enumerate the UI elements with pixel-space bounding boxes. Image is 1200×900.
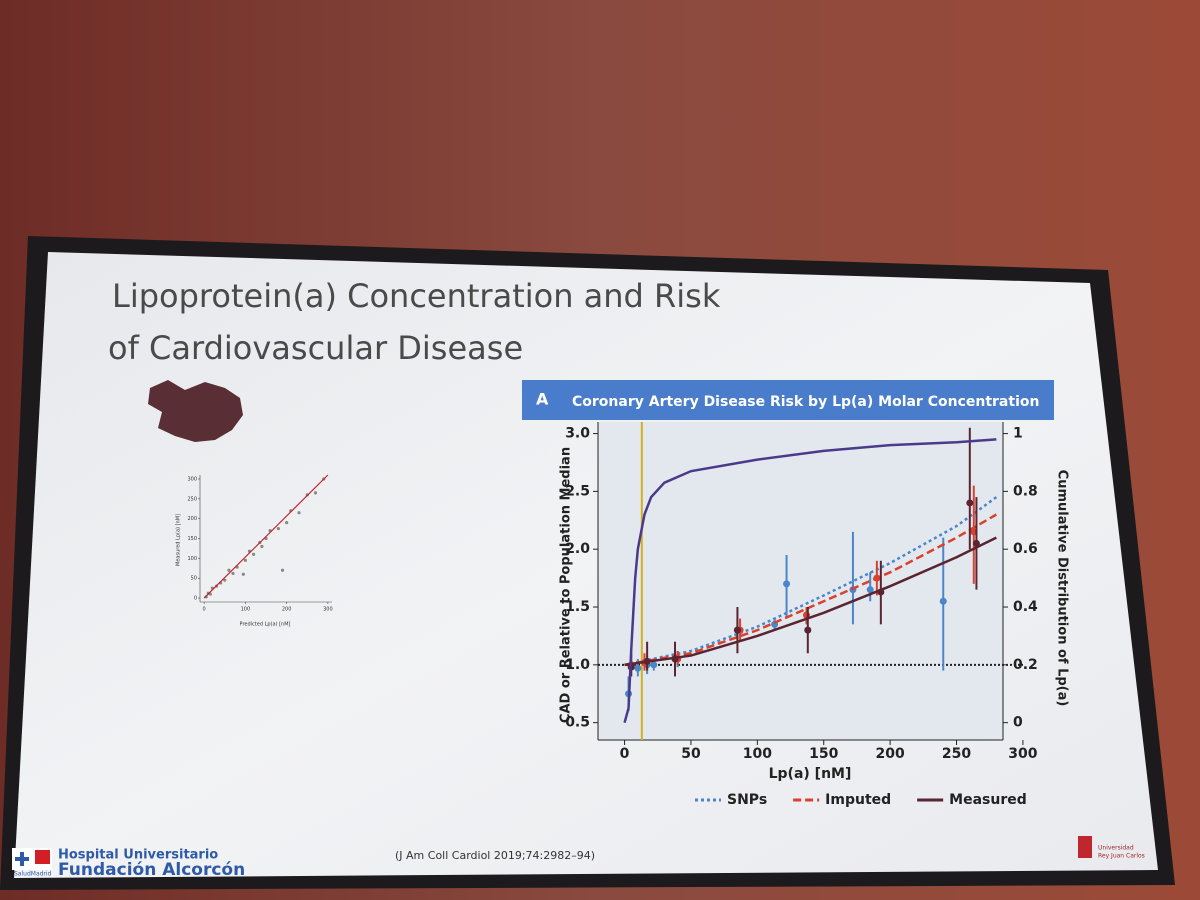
y-tick-label: 1.5 — [565, 599, 590, 615]
plot-area — [598, 422, 1003, 740]
point — [643, 657, 651, 665]
x-tick-label: 0 — [203, 607, 206, 613]
y-tick-label: 250 — [187, 496, 197, 502]
point — [873, 574, 881, 582]
logo-cross — [15, 852, 29, 866]
point — [280, 568, 285, 572]
y-tick-label: 2.0 — [565, 541, 590, 557]
point — [733, 626, 741, 634]
iceland-map — [148, 380, 243, 442]
university-name: Rey Juan Carlos — [1098, 853, 1145, 860]
x-tick-label: 250 — [942, 746, 971, 762]
point — [276, 526, 280, 531]
point — [939, 597, 947, 605]
point — [804, 626, 812, 634]
point — [243, 558, 247, 562]
series-line — [624, 496, 998, 667]
panel-header — [522, 380, 1054, 420]
hospital-name: Hospital Universitario — [58, 848, 218, 863]
y-tick-label: 3.0 — [565, 426, 590, 442]
point — [227, 568, 231, 572]
y2-tick-label: 0 — [1013, 715, 1023, 731]
inset-y-label: Measured Lp(a) [nM] — [176, 514, 182, 566]
legend-label: Measured — [949, 792, 1027, 808]
legend-label: Imputed — [825, 792, 891, 808]
university-name: Universidad — [1098, 845, 1134, 852]
panel-letter: A — [536, 390, 549, 409]
y-tick-label: 0 — [194, 596, 197, 602]
inset-x-label: Predicted Lp(a) [nM] — [240, 622, 291, 628]
point — [966, 499, 974, 507]
citation: (J Am Coll Cardiol 2019;74:2982–94) — [395, 849, 595, 862]
x-tick-label: 200 — [282, 607, 292, 613]
x-tick-label: 300 — [323, 607, 333, 613]
y-tick-label: 1.0 — [565, 657, 590, 673]
y-tick-label: 0.5 — [565, 715, 590, 731]
x-tick-label: 300 — [1008, 746, 1037, 762]
y2-tick-label: 0.2 — [1013, 657, 1038, 673]
point — [285, 521, 289, 525]
logo-region: SaludMadrid — [14, 871, 52, 878]
y-tick-label: 100 — [187, 556, 197, 562]
y-tick-label: 300 — [187, 476, 197, 482]
point — [783, 580, 791, 588]
y2-axis-label: Cumulative Distribution of Lp(a) — [1055, 470, 1070, 707]
y2-tick-label: 1 — [1013, 426, 1023, 442]
slide-title: of Cardiovascular Disease — [108, 329, 523, 367]
university-logo — [1078, 836, 1092, 858]
point — [671, 655, 679, 663]
y2-tick-label: 0.4 — [1013, 599, 1038, 615]
y-tick-label: 200 — [187, 516, 197, 522]
point — [252, 552, 256, 556]
point — [866, 586, 874, 594]
x-tick-label: 150 — [809, 746, 838, 762]
point — [634, 664, 642, 672]
point — [877, 588, 885, 596]
fit-line — [203, 474, 329, 599]
y-tick-label: 50 — [191, 576, 197, 582]
logo-madrid — [35, 850, 50, 864]
y-tick-label: 150 — [187, 536, 197, 542]
series-line — [624, 536, 997, 667]
x-tick-label: 200 — [876, 746, 905, 762]
x-tick-label: 0 — [620, 746, 630, 762]
point — [313, 491, 318, 495]
y2-tick-label: 0.6 — [1013, 541, 1038, 557]
x-tick-label: 50 — [681, 746, 701, 762]
point — [241, 572, 245, 576]
y-axis-label: CAD or Relative to Population Median — [559, 447, 574, 723]
point — [972, 539, 980, 547]
point — [260, 544, 264, 549]
point — [231, 571, 235, 576]
series-line — [624, 513, 997, 667]
legend-label: SNPs — [727, 792, 767, 808]
series-line — [623, 438, 997, 723]
x-tick-label: 100 — [743, 746, 772, 762]
point — [650, 661, 658, 669]
y-tick-label: 2.5 — [565, 483, 590, 499]
x-axis-label: Lp(a) [nM] — [769, 766, 852, 782]
chart-title: Coronary Artery Disease Risk by Lp(a) Mo… — [572, 394, 1039, 410]
point — [297, 511, 301, 515]
hospital-name: Fundación Alcorcón — [58, 860, 245, 880]
slide-title: Lipoprotein(a) Concentration and Risk — [112, 277, 721, 315]
point — [223, 578, 227, 582]
y2-tick-label: 0.8 — [1013, 483, 1038, 499]
x-tick-label: 100 — [241, 607, 251, 613]
